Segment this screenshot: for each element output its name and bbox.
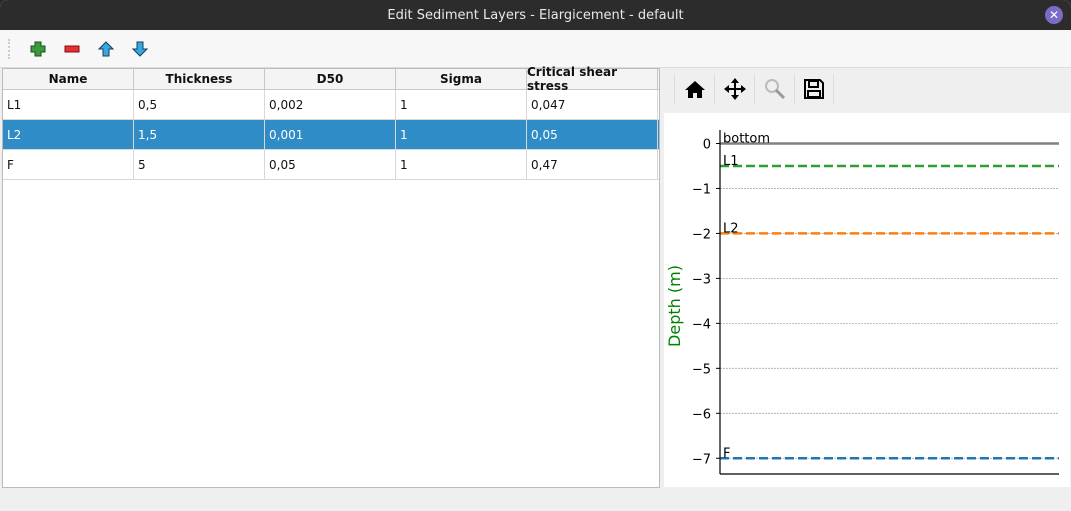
pan-button[interactable] [714, 74, 754, 104]
plot-canvas[interactable]: Depth (m) 0 −1 −2 −3 −4 −5 −6 −7 bottom L1 L2 F [664, 113, 1070, 487]
home-button[interactable] [674, 74, 714, 104]
save-button[interactable] [794, 74, 834, 104]
cell-d50[interactable]: 0,002 [265, 90, 396, 119]
column-header-d50[interactable]: D50 [265, 69, 396, 89]
y-tick-label: −3 [692, 272, 711, 287]
save-icon [804, 79, 824, 99]
toolbar-grip[interactable] [8, 38, 11, 59]
zoom-icon [764, 79, 785, 100]
remove-layer-button[interactable] [55, 34, 89, 64]
cell-critical-shear-stress[interactable]: 0,05 [527, 120, 658, 149]
column-header-critical-shear-stress[interactable]: Critical shear stress [527, 65, 658, 93]
status-bar [0, 488, 1071, 511]
column-header-name[interactable]: Name [3, 69, 134, 89]
cell-name[interactable]: F [3, 150, 134, 179]
table-row-selected[interactable]: L2 1,5 0,001 1 0,05 [3, 120, 659, 150]
add-icon [30, 41, 46, 56]
column-header-thickness[interactable]: Thickness [134, 69, 265, 89]
depth-chart: Depth (m) 0 −1 −2 −3 −4 −5 −6 −7 bottom L1 L2 F [665, 130, 1059, 475]
y-tick-label: −5 [692, 362, 711, 377]
cell-d50[interactable]: 0,05 [265, 150, 396, 179]
window-title: Edit Sediment Layers - Elargicement - de… [387, 7, 684, 23]
cell-critical-shear-stress[interactable]: 0,47 [527, 150, 658, 179]
cell-name[interactable]: L1 [3, 90, 134, 119]
layer-label: F [723, 446, 730, 461]
cell-thickness[interactable]: 0,5 [134, 90, 265, 119]
zoom-button[interactable] [754, 74, 794, 104]
y-tick-label: −2 [692, 227, 711, 242]
home-icon [684, 81, 705, 98]
y-tick-label: −7 [692, 452, 711, 467]
table-row[interactable]: F 5 0,05 1 0,47 [3, 150, 659, 180]
move-up-icon [98, 40, 114, 56]
table-header: Name Thickness D50 Sigma Critical shear … [3, 65, 659, 93]
title-bar: Edit Sediment Layers - Elargicement - de… [0, 0, 1071, 30]
cell-sigma[interactable]: 1 [396, 120, 527, 149]
layer-label: bottom [723, 131, 770, 146]
cell-sigma[interactable]: 1 [396, 150, 527, 179]
remove-icon [64, 45, 80, 52]
cell-thickness[interactable]: 1,5 [134, 120, 265, 149]
cell-d50[interactable]: 0,001 [265, 120, 396, 149]
plot-toolbar [664, 70, 1071, 108]
cell-sigma[interactable]: 1 [396, 90, 527, 119]
move-down-button[interactable] [123, 34, 157, 64]
y-tick-label: −6 [692, 407, 711, 422]
add-layer-button[interactable] [21, 34, 55, 64]
layer-label: L1 [723, 154, 739, 169]
layers-table: Name Thickness D50 Sigma Critical shear … [2, 65, 660, 488]
cell-thickness[interactable]: 5 [134, 150, 265, 179]
y-tick-label: −1 [692, 182, 711, 197]
layer-label: L2 [723, 221, 739, 236]
y-tick-label: 0 [703, 137, 711, 152]
cell-name[interactable]: L2 [3, 120, 134, 149]
table-row[interactable]: L1 0,5 0,002 1 0,047 [3, 90, 659, 120]
pan-icon [723, 78, 746, 100]
cell-critical-shear-stress[interactable]: 0,047 [527, 90, 658, 119]
layer-toolbar [0, 30, 1071, 68]
y-axis-label: Depth (m) [665, 265, 684, 347]
move-up-button[interactable] [89, 34, 123, 64]
column-header-sigma[interactable]: Sigma [396, 69, 527, 89]
move-down-icon [132, 41, 148, 57]
close-button[interactable]: ✕ [1045, 6, 1063, 24]
y-tick-label: −4 [692, 317, 711, 332]
